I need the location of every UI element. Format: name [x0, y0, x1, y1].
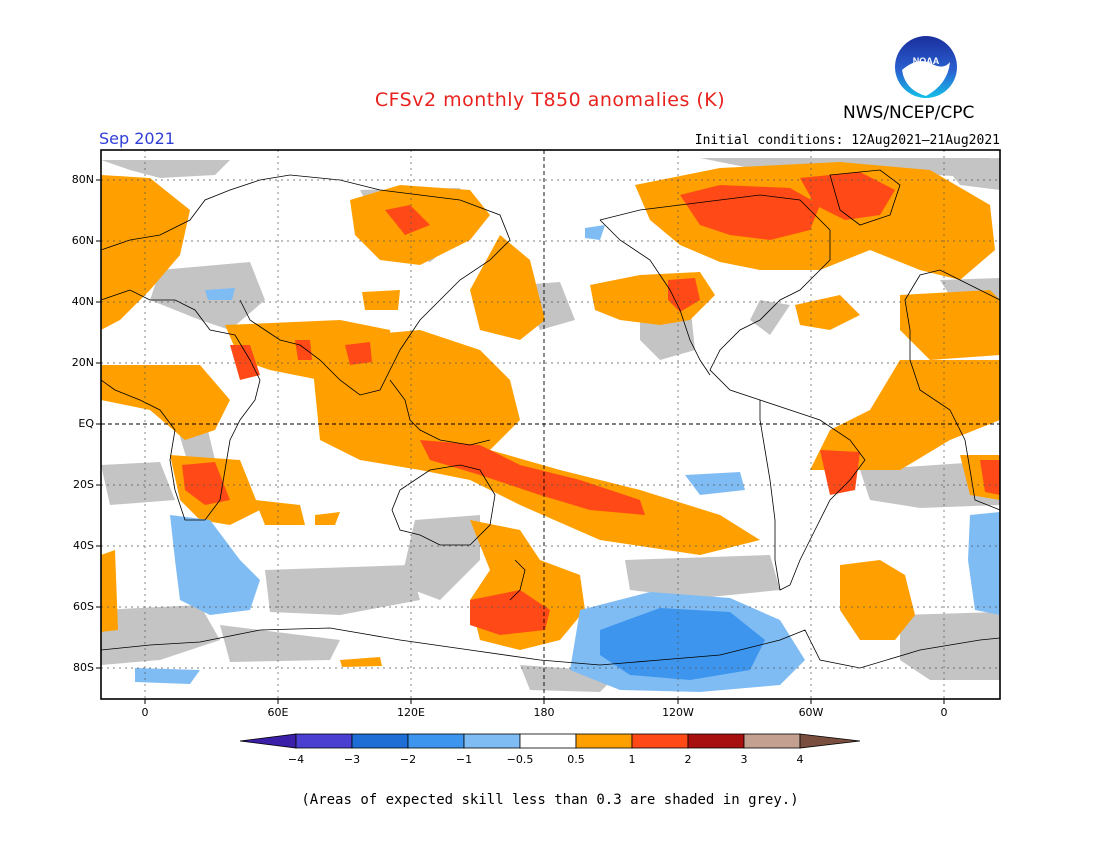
- lon-tick-60w: 60W: [798, 706, 824, 719]
- colorbar-label-1: −3: [343, 753, 361, 766]
- colorbar-label-9: 4: [796, 753, 804, 766]
- colorbar-cell-5: [519, 733, 577, 749]
- colorbar-cell-9: [743, 733, 801, 749]
- lon-tick-0-right: 0: [940, 706, 948, 719]
- lat-tick-80n: 80N: [71, 173, 94, 186]
- colorbar-cell-7: [631, 733, 689, 749]
- agency-label: NWS/NCEP/CPC: [843, 103, 975, 123]
- colorbar-cell-4: [463, 733, 521, 749]
- colorbar-cell-6: [575, 733, 633, 749]
- lat-tick-eq: EQ: [78, 417, 94, 430]
- colorbar-cell-3: [407, 733, 465, 749]
- initial-conditions: Initial conditions: 12Aug2021–21Aug2021: [694, 133, 1000, 148]
- lon-tick-120e: 120E: [397, 706, 425, 719]
- lat-tick-60n: 60N: [71, 234, 94, 247]
- colorbar-label-8: 3: [740, 753, 748, 766]
- colorbar-cell-8: [687, 733, 745, 749]
- colorbar-label-7: 2: [684, 753, 692, 766]
- equator-dateline: [101, 150, 1000, 699]
- colorbar-label-3: −1: [455, 753, 473, 766]
- lat-tick-20s: 20S: [73, 478, 94, 491]
- cool-anomaly-areas: [135, 225, 1000, 692]
- colorbar-cell-1: [295, 733, 353, 749]
- lat-tick-60s: 60S: [73, 600, 94, 613]
- colorbar-cell-2: [351, 733, 409, 749]
- colorbar-label-2: −2: [399, 753, 417, 766]
- colorbar: [239, 733, 861, 749]
- colorbar-label-4: −0.5: [506, 753, 534, 766]
- forecast-month: Sep 2021: [99, 129, 175, 148]
- lat-tick-40n: 40N: [71, 295, 94, 308]
- coastlines: [100, 169, 1001, 669]
- colorbar-label-6: 1: [628, 753, 636, 766]
- strong-warm-areas: [182, 172, 1000, 635]
- lon-tick-60e: 60E: [267, 706, 289, 719]
- lon-tick-0-left: 0: [141, 706, 149, 719]
- colorbar-cell-10: [799, 733, 861, 749]
- lat-tick-20n: 20N: [71, 356, 94, 369]
- map-title: CFSv2 monthly T850 anomalies (K): [374, 89, 726, 111]
- lat-tick-80s: 80S: [73, 661, 94, 674]
- lon-tick-120w: 120W: [662, 706, 694, 719]
- colorbar-label-0: −4: [287, 753, 305, 766]
- lat-tick-40s: 40S: [73, 539, 94, 552]
- colorbar-cell-0: [239, 733, 297, 749]
- colorbar-label-5: 0.5: [567, 753, 585, 766]
- graticule: [101, 150, 1000, 699]
- skill-footnote: (Areas of expected skill less than 0.3 a…: [301, 792, 799, 808]
- lon-tick-180: 180: [533, 706, 555, 719]
